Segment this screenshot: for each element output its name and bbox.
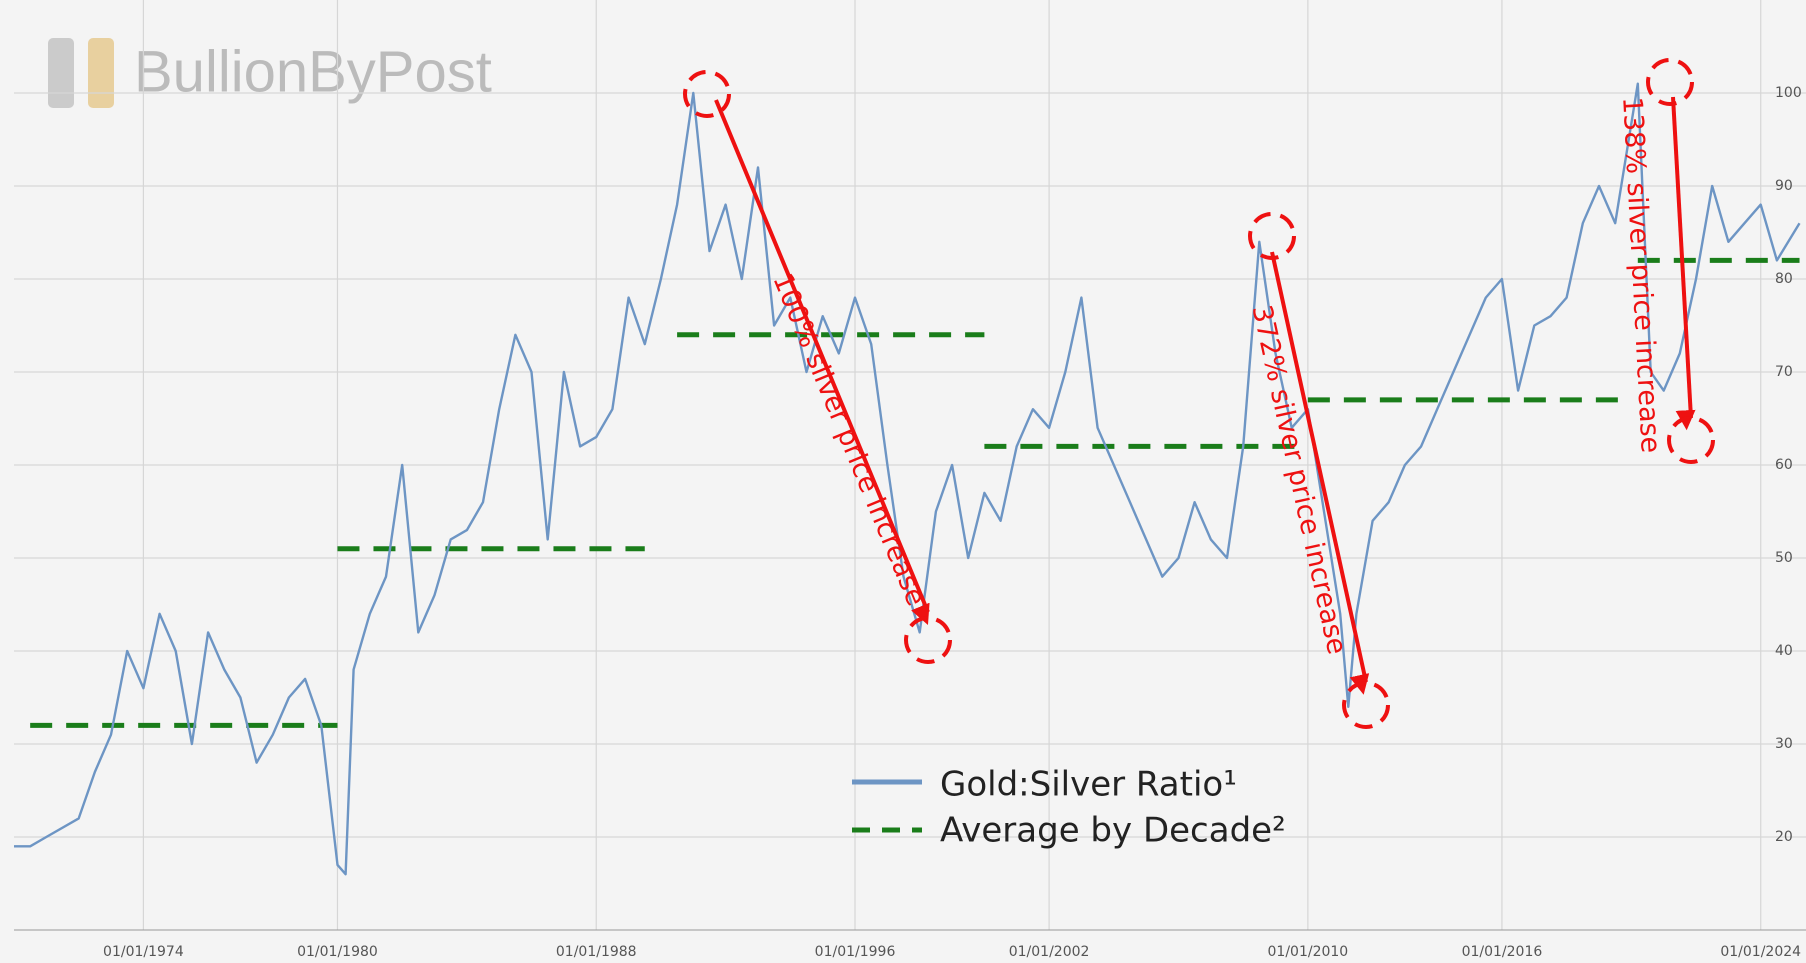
annotation-arrow	[714, 99, 930, 625]
y-tick-label: 80	[1775, 271, 1793, 287]
watermark: BullionByPost	[134, 39, 492, 104]
x-tick-label: 01/01/2016	[1462, 944, 1543, 960]
y-tick-label: 70	[1775, 364, 1793, 380]
y-tick-label: 60	[1775, 457, 1793, 473]
y-tick-label: 40	[1775, 643, 1793, 659]
x-tick-label: 01/01/1974	[103, 944, 184, 960]
legend-label: Gold:Silver Ratio¹	[940, 765, 1237, 805]
y-tick-label: 100	[1775, 85, 1802, 101]
x-tick-label: 01/01/1996	[815, 944, 896, 960]
x-tick-label: 01/01/2010	[1268, 944, 1349, 960]
x-tick-label: 01/01/2024	[1720, 944, 1801, 960]
x-tick-label: 01/01/2002	[1009, 944, 1090, 960]
y-tick-label: 50	[1775, 550, 1793, 566]
logo-bar	[48, 38, 74, 108]
annotation-circle	[1342, 681, 1390, 729]
y-tick-label: 20	[1775, 829, 1793, 845]
y-tick-label: 30	[1775, 736, 1793, 752]
annotation-arrow	[1270, 251, 1370, 695]
y-tick-label: 90	[1775, 178, 1793, 194]
annotation-circle	[1248, 212, 1296, 260]
logo-icon	[48, 38, 114, 108]
logo-bar	[88, 38, 114, 108]
legend-label: Average by Decade²	[940, 811, 1286, 851]
x-tick-label: 01/01/1988	[556, 944, 637, 960]
annotation-circle	[1646, 58, 1694, 106]
annotation-circle	[1667, 416, 1715, 464]
annotation-circle	[904, 616, 952, 664]
annotation-arrow	[1671, 96, 1696, 431]
annotation-circle	[683, 70, 731, 118]
x-tick-label: 01/01/1980	[297, 944, 378, 960]
